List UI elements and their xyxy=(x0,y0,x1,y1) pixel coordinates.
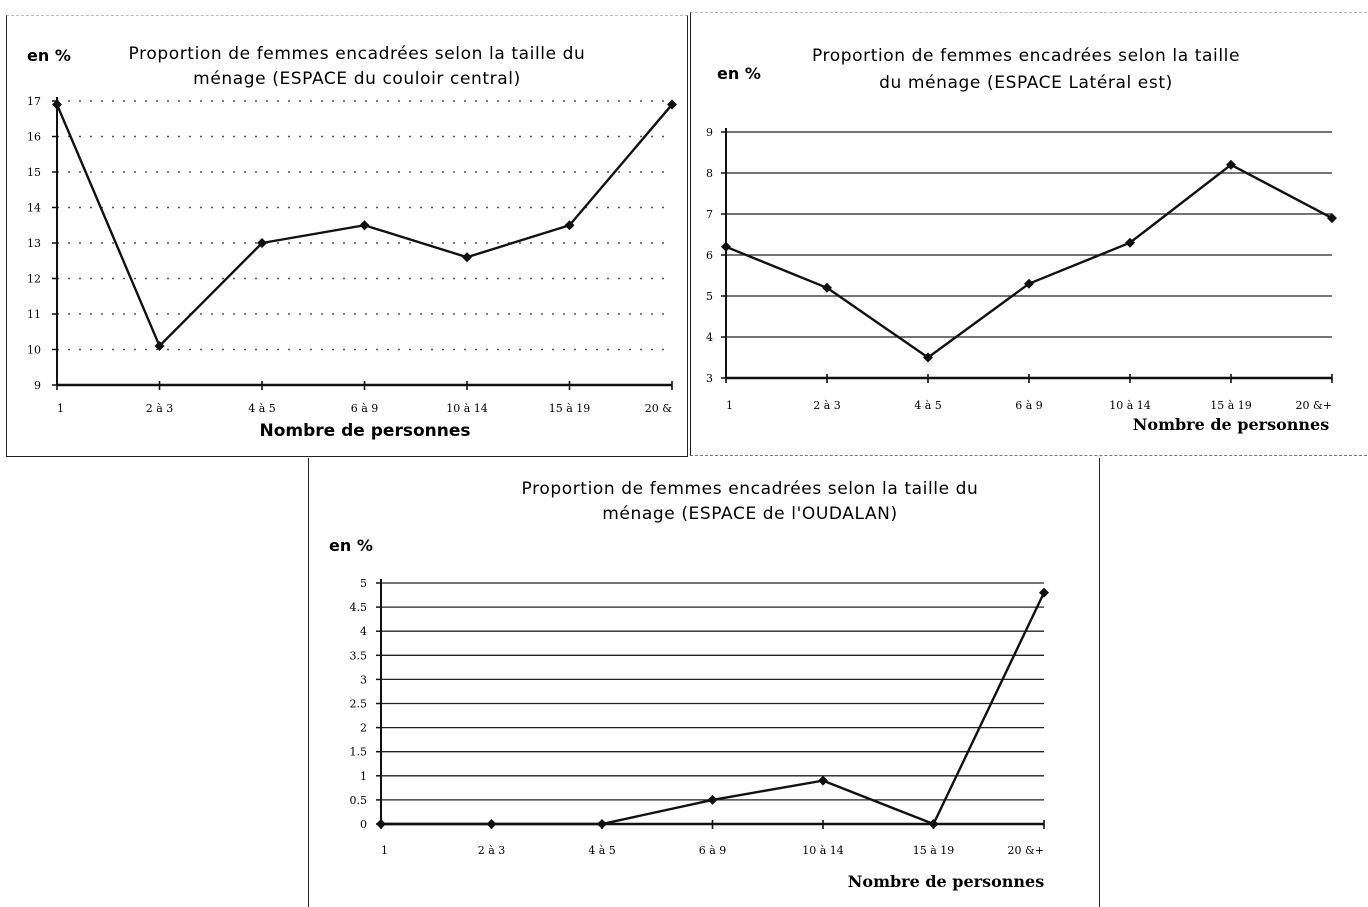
chart-3-ytick-label: 4.5 xyxy=(350,601,368,614)
chart-2-ytick-label: 9 xyxy=(706,126,713,139)
chart-1-xtick-label: 2 à 3 xyxy=(146,402,174,415)
chart-2-ytick-label: 8 xyxy=(706,167,713,180)
chart-2-ylabel: en % xyxy=(717,64,761,83)
chart-1-ytick-label: 12 xyxy=(27,273,41,286)
chart-1-ytick-label: 14 xyxy=(27,202,41,215)
chart-3-ytick-label: 0.5 xyxy=(350,794,368,807)
chart-2-xtick-label: 4 à 5 xyxy=(914,399,942,412)
chart-3-data-point xyxy=(707,794,718,805)
chart-3-series-line xyxy=(381,592,1046,826)
chart-1-data-point xyxy=(462,252,472,263)
chart-1-ytick-label: 13 xyxy=(27,237,41,250)
chart-2-svg: en % Proportion de femmes encadrées selo… xyxy=(706,46,1337,434)
chart-3-data-point xyxy=(1039,587,1049,598)
chart-3-ytick-label: 3 xyxy=(360,673,367,686)
chart-3-xtick-label: 15 à 19 xyxy=(913,844,955,857)
chart-1-data-point xyxy=(154,340,165,351)
chart-1-ytick-label: 16 xyxy=(27,131,41,144)
chart-3-data-point xyxy=(376,819,386,829)
chart-3-ylabel: en % xyxy=(329,536,373,555)
chart-2-ytick-label: 4 xyxy=(706,331,713,344)
chart-3-xtick-label: 10 à 14 xyxy=(802,844,844,857)
chart-3-xtick-label: 4 à 5 xyxy=(588,844,616,857)
chart-1-xtick-label: 20 & xyxy=(645,402,672,415)
chart-2-ytick-label: 6 xyxy=(706,249,713,262)
chart-3-ytick-label: 4 xyxy=(360,625,367,638)
chart-couloir-central: en % Proportion de femmes encadrées selo… xyxy=(6,15,688,457)
chart-2-xtick-label: 20 &+ xyxy=(1295,399,1332,412)
chart-3-data-point xyxy=(486,819,497,829)
chart-1-data-point xyxy=(564,220,575,231)
chart-2-ytick-label: 3 xyxy=(706,372,713,385)
chart-1-ytick-label: 11 xyxy=(27,308,41,321)
chart-3-title-line-2: ménage (ESPACE de l'OUDALAN) xyxy=(602,504,897,524)
chart-1-xlabel: Nombre de personnes xyxy=(260,421,471,441)
chart-3-ytick-label: 3.5 xyxy=(350,649,368,662)
chart-3-xlabel: Nombre de personnes xyxy=(848,872,1044,891)
chart-2-title-line-2: du ménage (ESPACE Latéral est) xyxy=(879,73,1173,93)
chart-3-xtick-label: 2 à 3 xyxy=(478,844,506,857)
chart-3-data-point xyxy=(597,819,607,829)
chart-2-data-point xyxy=(1327,213,1337,224)
chart-1-xtick-label: 6 à 9 xyxy=(351,402,379,415)
chart-2-xtick-label: 2 à 3 xyxy=(813,399,841,412)
chart-2-data-point xyxy=(1125,237,1135,248)
chart-1-ytick-label: 10 xyxy=(27,344,41,357)
chart-3-ytick-label: 2 xyxy=(360,722,367,735)
chart-2-xtick-label: 15 à 19 xyxy=(1210,399,1252,412)
chart-1-data-point xyxy=(257,238,267,248)
chart-3-ytick-label: 2.5 xyxy=(350,698,368,711)
chart-2-xtick-label: 10 à 14 xyxy=(1109,399,1151,412)
chart-1-data-point xyxy=(359,220,370,231)
chart-1-ytick-label: 15 xyxy=(27,166,41,179)
chart-lateral-est: en % Proportion de femmes encadrées selo… xyxy=(690,12,1367,456)
chart-1-xtick-label: 15 à 19 xyxy=(549,402,591,415)
chart-2-xtick-label: 6 à 9 xyxy=(1015,399,1043,412)
chart-3-ytick-label: 5 xyxy=(360,577,367,590)
chart-oudalan: Proportion de femmes encadrées selon la … xyxy=(308,458,1100,907)
chart-2-ytick-label: 7 xyxy=(706,208,713,221)
chart-3-title-line-1: Proportion de femmes encadrées selon la … xyxy=(522,479,979,499)
chart-2-xlabel: Nombre de personnes xyxy=(1133,415,1329,434)
chart-3-data-point xyxy=(818,775,828,786)
chart-2-series-line xyxy=(725,163,1333,359)
chart-2-data-point xyxy=(1226,159,1236,170)
chart-2-data-point xyxy=(923,352,933,363)
chart-3-svg: Proportion de femmes encadrées selon la … xyxy=(329,479,1049,891)
chart-1-xtick-label: 4 à 5 xyxy=(248,402,276,415)
chart-2-data-point xyxy=(822,282,832,293)
chart-3-xtick-label: 20 &+ xyxy=(1007,844,1044,857)
chart-1-title-line-2: ménage (ESPACE du couloir central) xyxy=(193,69,521,89)
chart-1-xtick-label: 1 xyxy=(57,402,64,415)
chart-3-xtick-label: 1 xyxy=(381,844,388,857)
chart-1-ytick-label: 17 xyxy=(27,95,41,108)
chart-3-ytick-label: 0 xyxy=(360,818,367,831)
chart-1-data-point xyxy=(667,99,677,110)
chart-1-title-line-1: Proportion de femmes encadrées selon la … xyxy=(129,44,586,64)
chart-1-xtick-label: 10 à 14 xyxy=(446,402,488,415)
chart-1-ytick-label: 9 xyxy=(34,379,41,392)
chart-2-xtick-label: 1 xyxy=(726,399,733,412)
chart-1-data-point xyxy=(52,99,62,110)
chart-1-ylabel: en % xyxy=(27,46,71,65)
chart-2-data-point xyxy=(1024,278,1034,289)
chart-1-svg: en % Proportion de femmes encadrées selo… xyxy=(27,44,677,441)
chart-3-xtick-label: 6 à 9 xyxy=(699,844,727,857)
chart-3-ytick-label: 1 xyxy=(360,770,367,783)
chart-2-title-line-1: Proportion de femmes encadrées selon la … xyxy=(812,46,1240,66)
chart-3-ytick-label: 1.5 xyxy=(350,746,368,759)
chart-2-data-point xyxy=(721,241,731,252)
chart-3-data-point xyxy=(928,819,939,829)
chart-2-ytick-label: 5 xyxy=(706,290,713,303)
